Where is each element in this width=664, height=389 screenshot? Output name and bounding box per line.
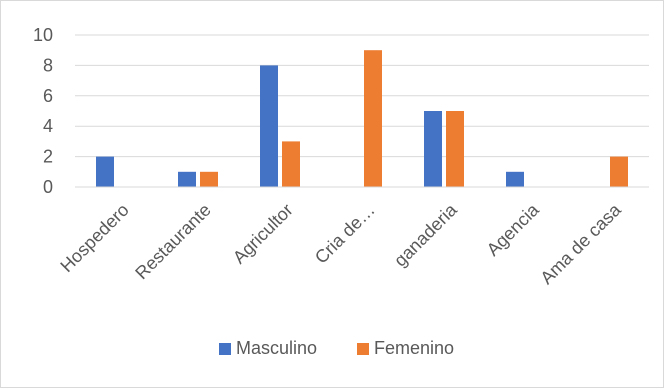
bar-femenino-3: [364, 50, 382, 188]
legend-swatch-masculino: [219, 343, 231, 355]
bar-femenino-2: [282, 141, 300, 187]
y-tick-label: 10: [33, 25, 53, 45]
x-category-label: Hospedero: [56, 200, 132, 276]
x-category-label: Agencia: [483, 199, 544, 260]
x-category-label: ganaderia: [390, 199, 461, 270]
legend-label-masculino: Masculino: [236, 338, 317, 358]
y-tick-labels: 0 2 4 6 8 10: [33, 25, 53, 197]
bar-masculino-5: [506, 171, 524, 187]
y-tick-label: 2: [43, 147, 53, 167]
gridlines: [75, 34, 649, 158]
x-category-label: Restaurante: [131, 200, 214, 283]
bar-masculino-4: [424, 111, 442, 187]
y-tick-label: 8: [43, 55, 53, 75]
bars: [96, 50, 628, 188]
bar-masculino-1: [178, 171, 196, 187]
x-category-label: Agricultor: [229, 200, 297, 268]
y-tick-label: 0: [43, 177, 53, 197]
bar-femenino-4: [446, 111, 464, 187]
bar-masculino-2: [260, 65, 278, 187]
legend-label-femenino: Femenino: [374, 338, 454, 358]
legend-swatch-femenino: [357, 343, 369, 355]
y-tick-label: 6: [43, 86, 53, 106]
x-category-label: Ama de casa: [536, 199, 625, 288]
x-category-label: Cria de…: [311, 200, 379, 268]
y-tick-label: 4: [43, 116, 53, 136]
bar-femenino-6: [610, 156, 628, 187]
bar-masculino-0: [96, 156, 114, 187]
legend: Masculino Femenino: [219, 338, 454, 358]
bar-femenino-1: [200, 171, 218, 187]
